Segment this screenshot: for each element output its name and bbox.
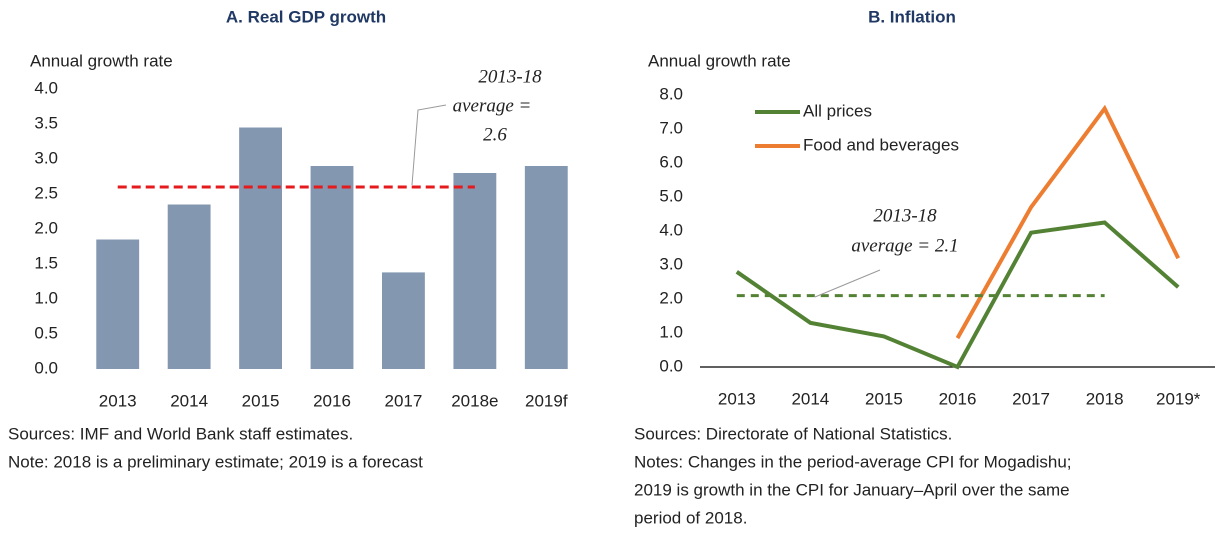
x-tick-label: 2013: [99, 391, 137, 410]
chart-title: B. Inflation: [868, 7, 956, 26]
x-tick-label: 2013: [718, 389, 756, 408]
bar: [167, 204, 211, 369]
y-tick-label: 2.0: [659, 288, 683, 307]
x-tick-label: 2017: [385, 391, 423, 410]
y-tick-label: 1.5: [34, 253, 58, 272]
y-tick-label: 7.0: [659, 118, 683, 137]
y-tick-label: 5.0: [659, 186, 683, 205]
annotation: average =: [453, 95, 532, 116]
x-tick-label: 2015: [242, 391, 280, 410]
note: period of 2018.: [634, 508, 747, 527]
y-tick-label: 0.5: [34, 323, 58, 342]
y-tick-label: 0.0: [659, 356, 683, 375]
x-tick-label: 2015: [865, 389, 903, 408]
annotation-leader: [411, 104, 447, 186]
annotation: 2013-18: [873, 205, 937, 226]
note: Sources: Directorate of National Statist…: [634, 424, 952, 443]
line-series: [955, 104, 1181, 340]
chart-title: A. Real GDP growth: [226, 7, 386, 26]
line-series: [735, 220, 1180, 370]
x-tick-label: 2014: [791, 389, 829, 408]
y-tick-label: 1.0: [34, 288, 58, 307]
legend-label: Food and beverages: [803, 135, 959, 154]
annotation: average = 2.1: [851, 235, 958, 256]
y-tick-label: 8.0: [659, 84, 683, 103]
y-tick-label: 3.5: [34, 113, 58, 132]
legend-label: All prices: [803, 101, 872, 120]
bar: [524, 166, 568, 369]
bar: [239, 127, 282, 369]
y-tick-label: 2.5: [34, 183, 58, 202]
x-tick-label: 2018e: [451, 391, 498, 410]
y-tick-label: 4.0: [659, 220, 683, 239]
note: Note: 2018 is a preliminary estimate; 20…: [8, 452, 423, 471]
annotation-leader: [814, 269, 881, 298]
x-tick-label: 2016: [939, 389, 977, 408]
y-tick-label: 3.0: [34, 148, 58, 167]
bar: [310, 166, 354, 369]
annotation: 2013-18: [478, 66, 542, 87]
x-tick-label: 2017: [1012, 389, 1050, 408]
bar: [96, 239, 140, 369]
y-tick-label: 6.0: [659, 152, 683, 171]
x-tick-label: 2019f: [525, 391, 568, 410]
x-tick-label: 2014: [170, 391, 208, 410]
y-tick-label: 4.0: [34, 78, 58, 97]
annotation: 2.6: [483, 124, 507, 145]
y-tick-label: 2.0: [34, 218, 58, 237]
note: 2019 is growth in the CPI for January–Ap…: [634, 480, 1070, 499]
y-tick-label: 0.0: [34, 358, 58, 377]
bar: [382, 272, 425, 369]
y-tick-label: 1.0: [659, 322, 683, 341]
y-tick-label: 3.0: [659, 254, 683, 273]
note: Notes: Changes in the period-average CPI…: [634, 452, 1072, 471]
bar: [453, 173, 497, 369]
x-tick-label: 2016: [313, 391, 351, 410]
note: Sources: IMF and World Bank staff estima…: [8, 424, 353, 443]
x-tick-label: 2018: [1086, 389, 1124, 408]
x-tick-label: 2019*: [1156, 389, 1201, 408]
y-axis-label: Annual growth rate: [30, 51, 173, 70]
y-axis-label: Annual growth rate: [648, 51, 791, 70]
